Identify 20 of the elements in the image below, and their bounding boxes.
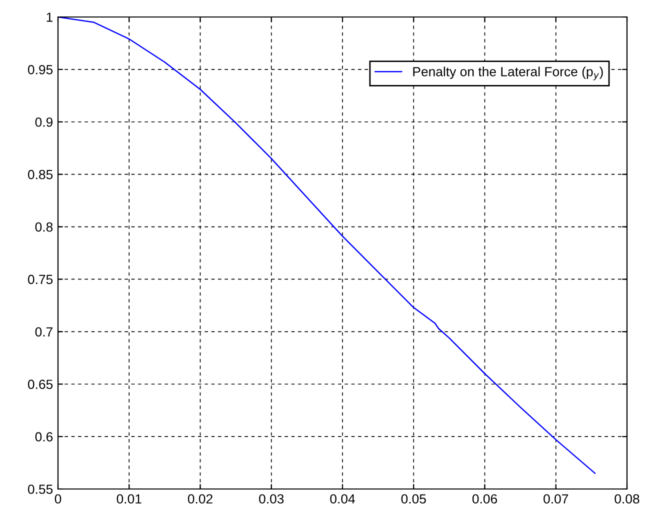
x-tick-label: 0 [54,494,62,504]
y-tick-label: 0.8 [35,222,53,232]
y-tick-label: 0.9 [35,117,53,127]
y-tick-label: 0.65 [28,380,53,390]
x-tick-label: 0.05 [401,494,426,504]
y-tick-label: 0.95 [28,65,53,74]
x-tick-label: 0.08 [614,494,640,504]
legend-label: Penalty on the Lateral Force (p$_{y}$) [413,66,603,80]
y-tick-label: 1 [46,12,52,22]
x-tick-label: 0.06 [472,494,498,504]
x-tick-label: 0.04 [330,494,355,504]
x-tick-label: 0.02 [188,494,212,504]
y-tick-label: 0.55 [28,484,53,494]
x-tick-label: 0.01 [116,494,142,504]
y-tick-label: 0.6 [35,432,53,442]
x-tick-label: 0.03 [259,494,284,504]
y-tick-label: 0.75 [28,274,53,284]
y-tick-label: 0.7 [35,327,52,337]
y-tick-label: 0.85 [28,170,53,180]
x-tick-label: 0.07 [544,494,568,504]
